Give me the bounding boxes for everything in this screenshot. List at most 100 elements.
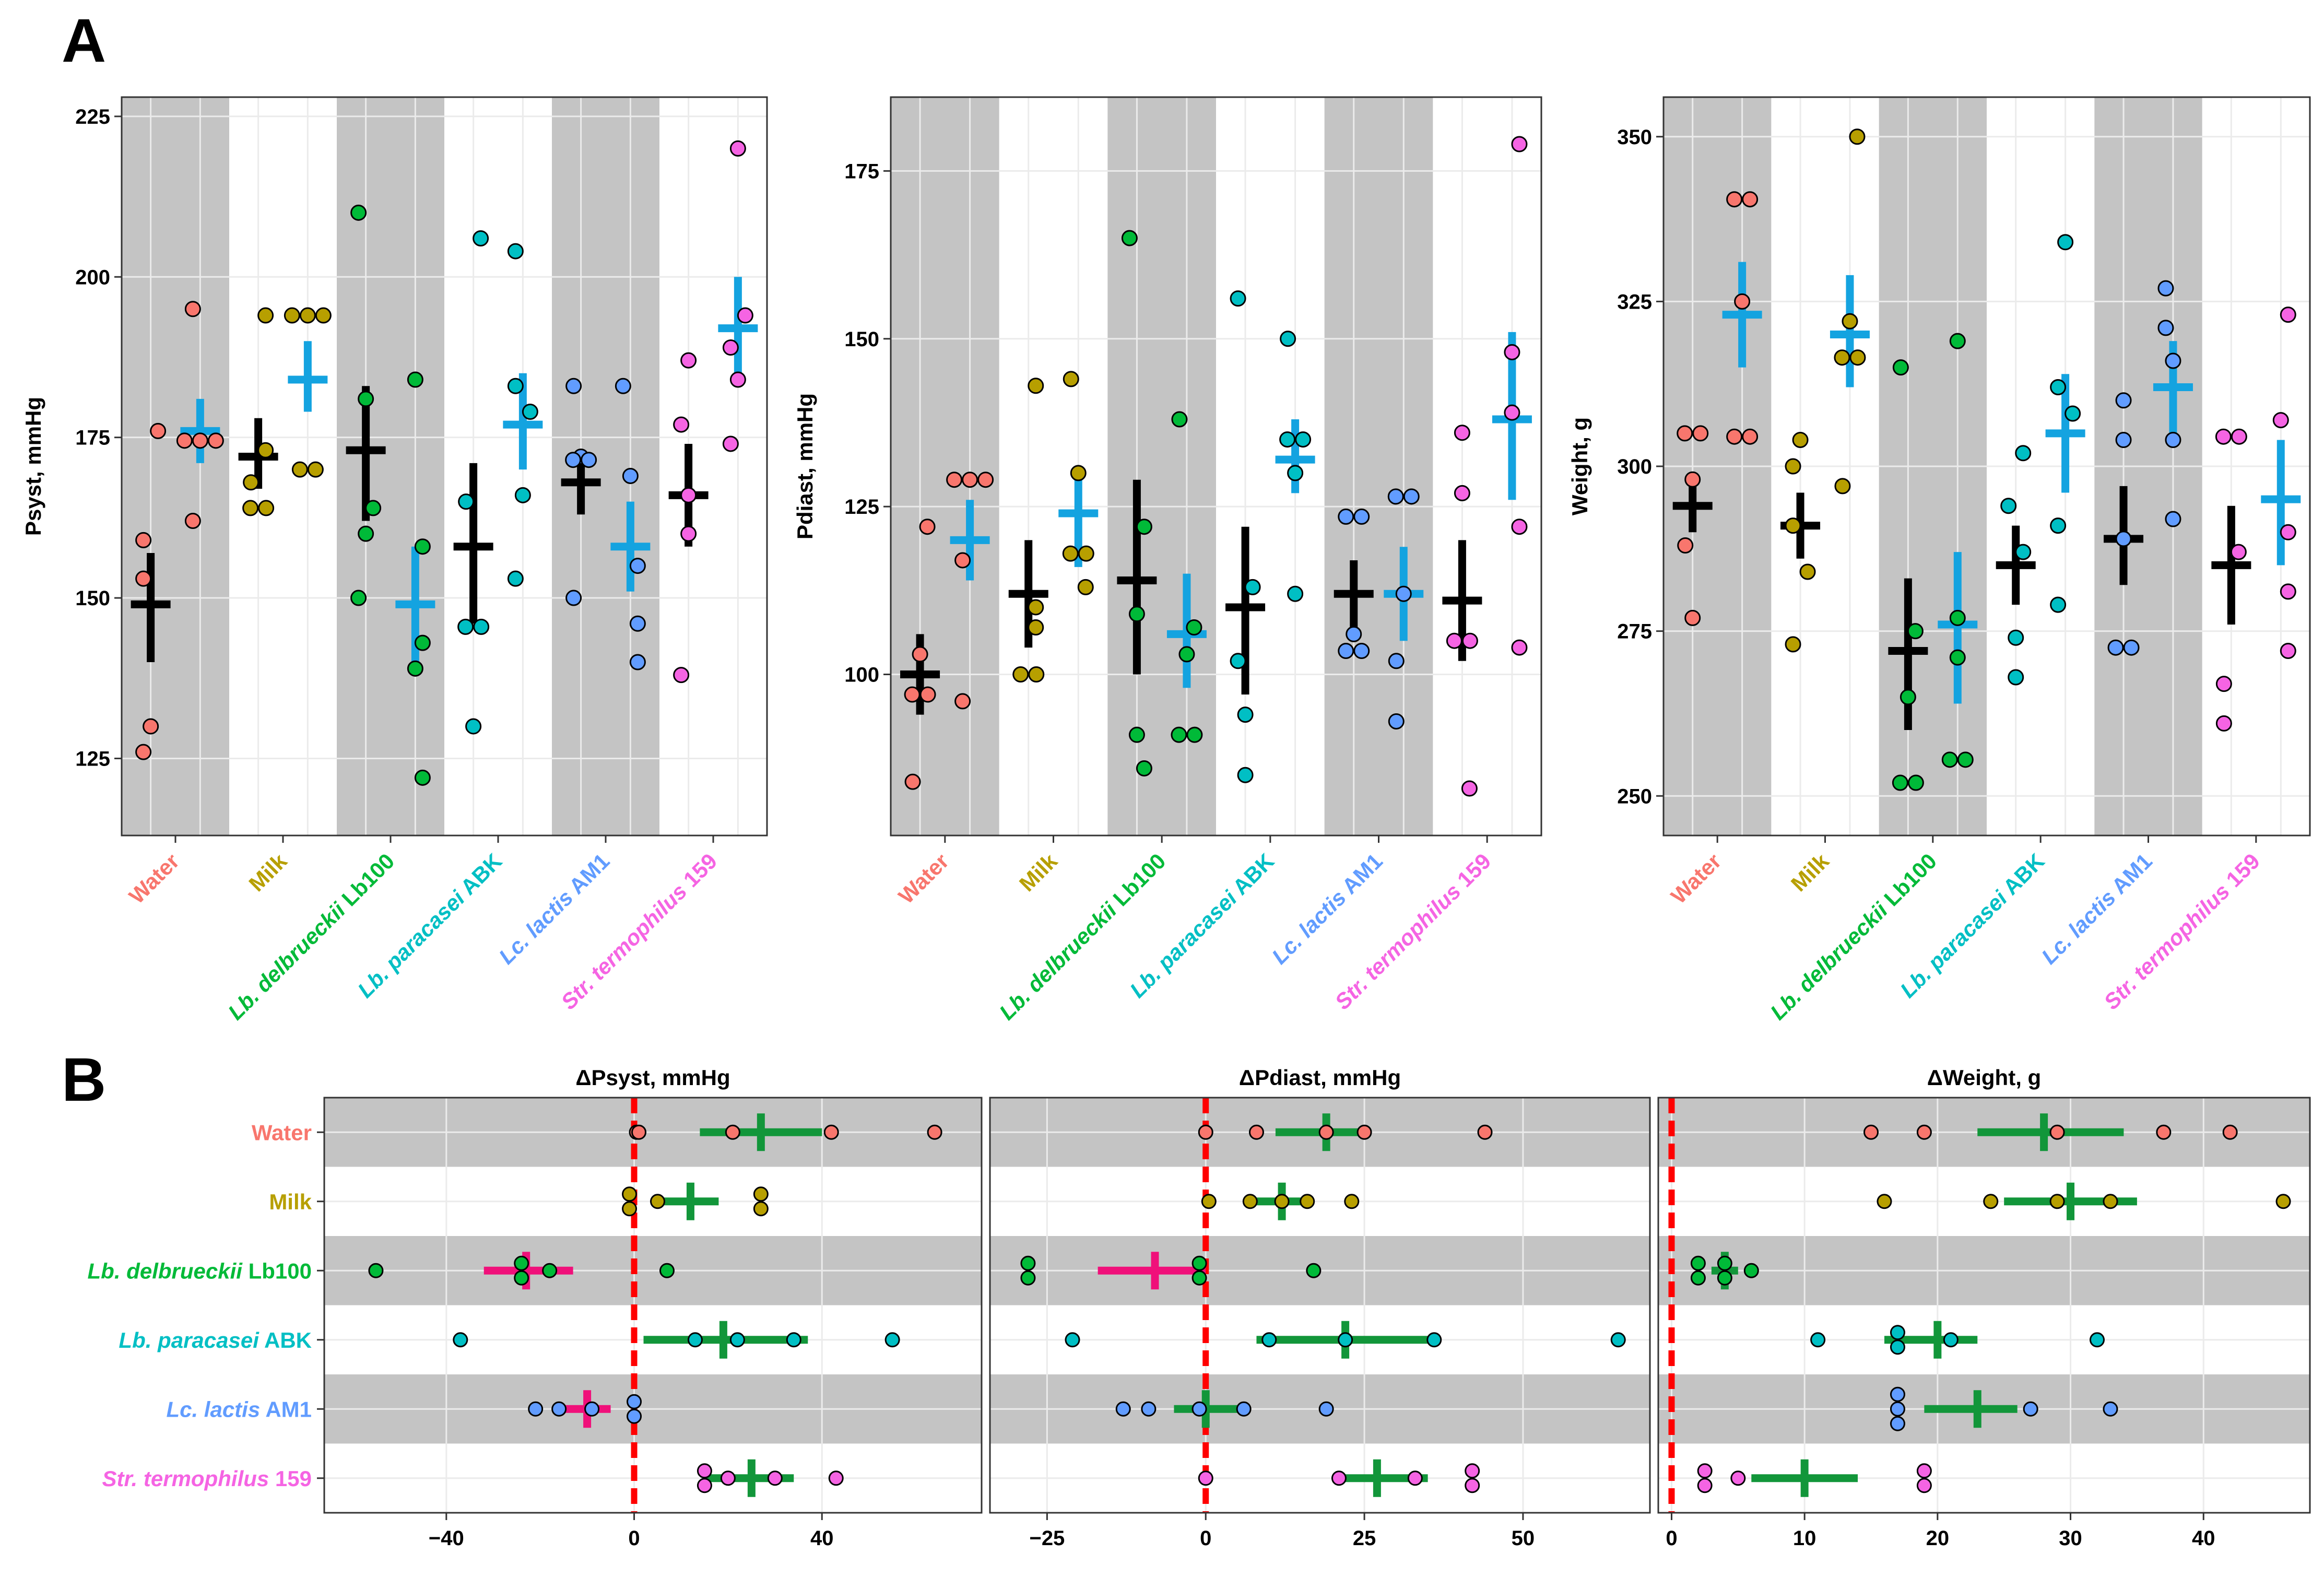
- panel-a1-point-after: [299, 307, 316, 324]
- panel-a3-point-before: [1892, 359, 1909, 376]
- panel-a2-point-before: [1346, 626, 1362, 642]
- panel-a2-point-after: [1504, 404, 1520, 421]
- panel-a2-point-after: [1395, 585, 1412, 602]
- panel-a3-point-before: [2015, 445, 2032, 462]
- panel-a3-group-label: Water: [1666, 849, 1726, 909]
- panel-b1-point: [720, 1470, 736, 1486]
- panel-a2-point-before: [1454, 485, 1470, 501]
- panel-a1-point-before: [135, 570, 152, 587]
- panel-b2-title: ΔPdiast, mmHg: [1239, 1065, 1401, 1090]
- panel-a2-point-after: [1511, 519, 1528, 535]
- panel-a2-point-before: [1230, 653, 1246, 669]
- panel-b3-point: [1890, 1386, 1905, 1402]
- panel-label-b: B: [62, 1045, 106, 1114]
- panel-a3-point-after: [1734, 293, 1751, 310]
- panel-a1-point-after: [722, 436, 739, 452]
- panel-a2-point-before: [1338, 508, 1354, 525]
- panel-a1-point-after: [176, 432, 193, 449]
- panel-a2-point-after: [1178, 646, 1195, 663]
- panel-a3-point-after: [2280, 643, 2296, 659]
- panel-b1-point: [622, 1201, 638, 1217]
- panel-a2-point-after: [1063, 371, 1079, 387]
- panel-a1-point-before: [680, 525, 697, 542]
- panel-b1-point: [650, 1194, 665, 1209]
- panel-b3-point: [1690, 1255, 1706, 1271]
- panel-a3-point-before: [1677, 425, 1693, 442]
- panel-a2-frame: [890, 96, 1542, 837]
- panel-b2-point: [1356, 1124, 1372, 1140]
- panel-b3-point: [1943, 1332, 1959, 1348]
- panel-a3-point-before: [1900, 689, 1916, 705]
- panel-a1-point-after: [407, 660, 423, 677]
- panel-a3-point-before: [1907, 623, 1924, 640]
- panel-a3-point-before: [1677, 537, 1694, 554]
- panel-b1-point: [687, 1332, 703, 1348]
- panel-a3-point-after: [1941, 751, 1958, 768]
- panel-b1-point: [528, 1401, 544, 1417]
- panel-a3-point-after: [1949, 649, 1966, 666]
- panel-b2-frame: [989, 1097, 1651, 1514]
- panel-a3-group-label-italic: Lc. lactis: [2037, 885, 2120, 969]
- panel-a3-point-before: [1785, 517, 1801, 534]
- panel-a2-group-label-italic: Lc. lactis: [1267, 885, 1351, 969]
- panel-a2-point-after: [1388, 713, 1405, 729]
- panel-b3-title: ΔWeight, g: [1927, 1065, 2041, 1090]
- panel-a2-y-tick-label: 100: [844, 663, 879, 686]
- panel-a3-point-before: [2215, 428, 2232, 445]
- panel-a1-point-after: [729, 140, 746, 157]
- panel-b2-point: [1198, 1470, 1213, 1486]
- panel-a3-point-before: [2231, 428, 2247, 445]
- panel-a3-point-after: [2280, 524, 2296, 540]
- panel-a2-point-before: [1121, 230, 1138, 246]
- panel-a2-group-label-plain: Milk: [1014, 849, 1062, 896]
- panel-b2-point: [1331, 1470, 1347, 1486]
- panel-a3-point-before: [1785, 636, 1801, 653]
- panel-a1-band: [337, 97, 444, 835]
- panel-a3-point-after: [1949, 609, 1966, 626]
- panel-a1-point-after: [307, 461, 324, 478]
- panel-a3-point-before: [1684, 471, 1701, 488]
- panel-a1-point-after: [184, 301, 201, 317]
- panel-a2-group-label-plain: Lb100: [1104, 849, 1170, 915]
- panel-a2-point-after: [1062, 545, 1079, 562]
- panel-b3-point: [1743, 1263, 1759, 1278]
- panel-a2-point-before: [904, 686, 921, 703]
- panel-a1-point-before: [565, 452, 582, 468]
- panel-a3-point-before: [1785, 458, 1801, 475]
- panel-a3-y-tick-label: 350: [1617, 126, 1652, 149]
- panel-a1-y-tick-label: 150: [75, 587, 110, 610]
- panel-a2-point-after: [1186, 619, 1202, 636]
- panel-a1-point-before: [673, 416, 690, 433]
- panel-a3-point-before: [2115, 392, 2132, 409]
- panel-a2-point-before: [1237, 767, 1254, 783]
- panel-a1-point-after: [414, 538, 431, 555]
- panel-a3-frame: [1662, 96, 2311, 837]
- panel-a1-point-before: [680, 352, 697, 369]
- panel-a3-point-before: [2015, 544, 2032, 560]
- panel-b2-point: [1477, 1124, 1493, 1140]
- panel-b-group-label: Lb. delbrueckii Lb100: [88, 1258, 312, 1283]
- panel-b-group-label-plain: Lb100: [242, 1258, 312, 1283]
- panel-a1-y-tick-label: 225: [75, 105, 110, 128]
- panel-b1-point: [786, 1332, 801, 1348]
- panel-a1-point-after: [729, 371, 746, 388]
- panel-a2-point-before: [1454, 425, 1470, 441]
- panel-b3-point: [1890, 1416, 1905, 1431]
- panel-a2-point-before: [919, 519, 936, 535]
- panel-b1-x-tick-label: 0: [628, 1527, 640, 1550]
- panel-a2-point-after: [1279, 431, 1296, 448]
- panel-a1-point-before: [680, 487, 697, 503]
- panel-a1-point-before: [358, 391, 374, 407]
- panel-b2-point: [1465, 1463, 1480, 1479]
- panel-a3-point-after: [2272, 412, 2289, 429]
- panel-b3-point: [2275, 1194, 2291, 1209]
- panel-a2-point-after: [1077, 579, 1094, 595]
- panel-b2-point: [1338, 1332, 1353, 1348]
- panel-a1-point-before: [350, 590, 367, 606]
- panel-a3-point-after: [2050, 517, 2067, 534]
- panel-a2-point-before: [1136, 519, 1152, 535]
- panel-b1-point: [697, 1463, 712, 1479]
- panel-b-group-label: Str. termophilus 159: [102, 1466, 312, 1491]
- panel-b1-point: [884, 1332, 900, 1348]
